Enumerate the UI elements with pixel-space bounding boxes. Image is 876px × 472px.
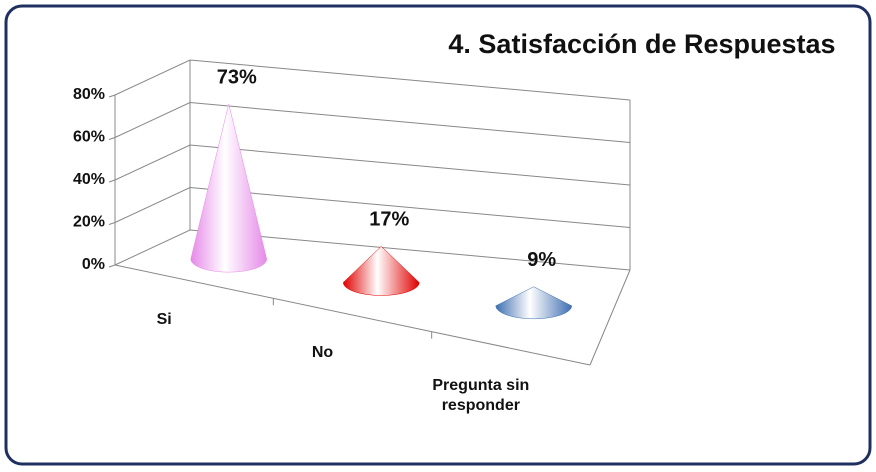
frame (4, 4, 872, 466)
x-tick-label: No (311, 344, 334, 361)
cone-body (190, 103, 268, 273)
grid-line (114, 229, 631, 271)
cone-body (342, 246, 420, 296)
chart-title: 4. Satisfacción de Respuestas (448, 29, 835, 59)
cone (342, 246, 420, 296)
tick-mark (108, 179, 116, 183)
grid-line (114, 59, 631, 101)
tick-mark (108, 94, 116, 98)
value-label: 73% (217, 66, 257, 88)
y-tick-label: 0% (82, 256, 105, 273)
tick-mark (108, 137, 116, 140)
grid-line (114, 144, 631, 186)
tick-mark (108, 264, 116, 268)
cone (190, 103, 268, 273)
y-tick-label: 20% (73, 214, 105, 231)
grid-line (114, 186, 631, 228)
cone (495, 286, 573, 320)
tick-mark (108, 222, 116, 225)
y-tick-label: 80% (73, 86, 105, 103)
cone-body (495, 286, 573, 320)
grid-line (114, 101, 631, 143)
value-label: 9% (527, 249, 556, 271)
floor-edge (114, 264, 591, 366)
x-tick-label: Pregunta sin responder (432, 377, 530, 415)
y-tick-label: 60% (73, 129, 105, 146)
x-tick-label: Si (156, 310, 172, 328)
value-label: 17% (369, 209, 409, 231)
y-tick-label: 40% (73, 171, 105, 188)
floor-edge (589, 269, 631, 366)
